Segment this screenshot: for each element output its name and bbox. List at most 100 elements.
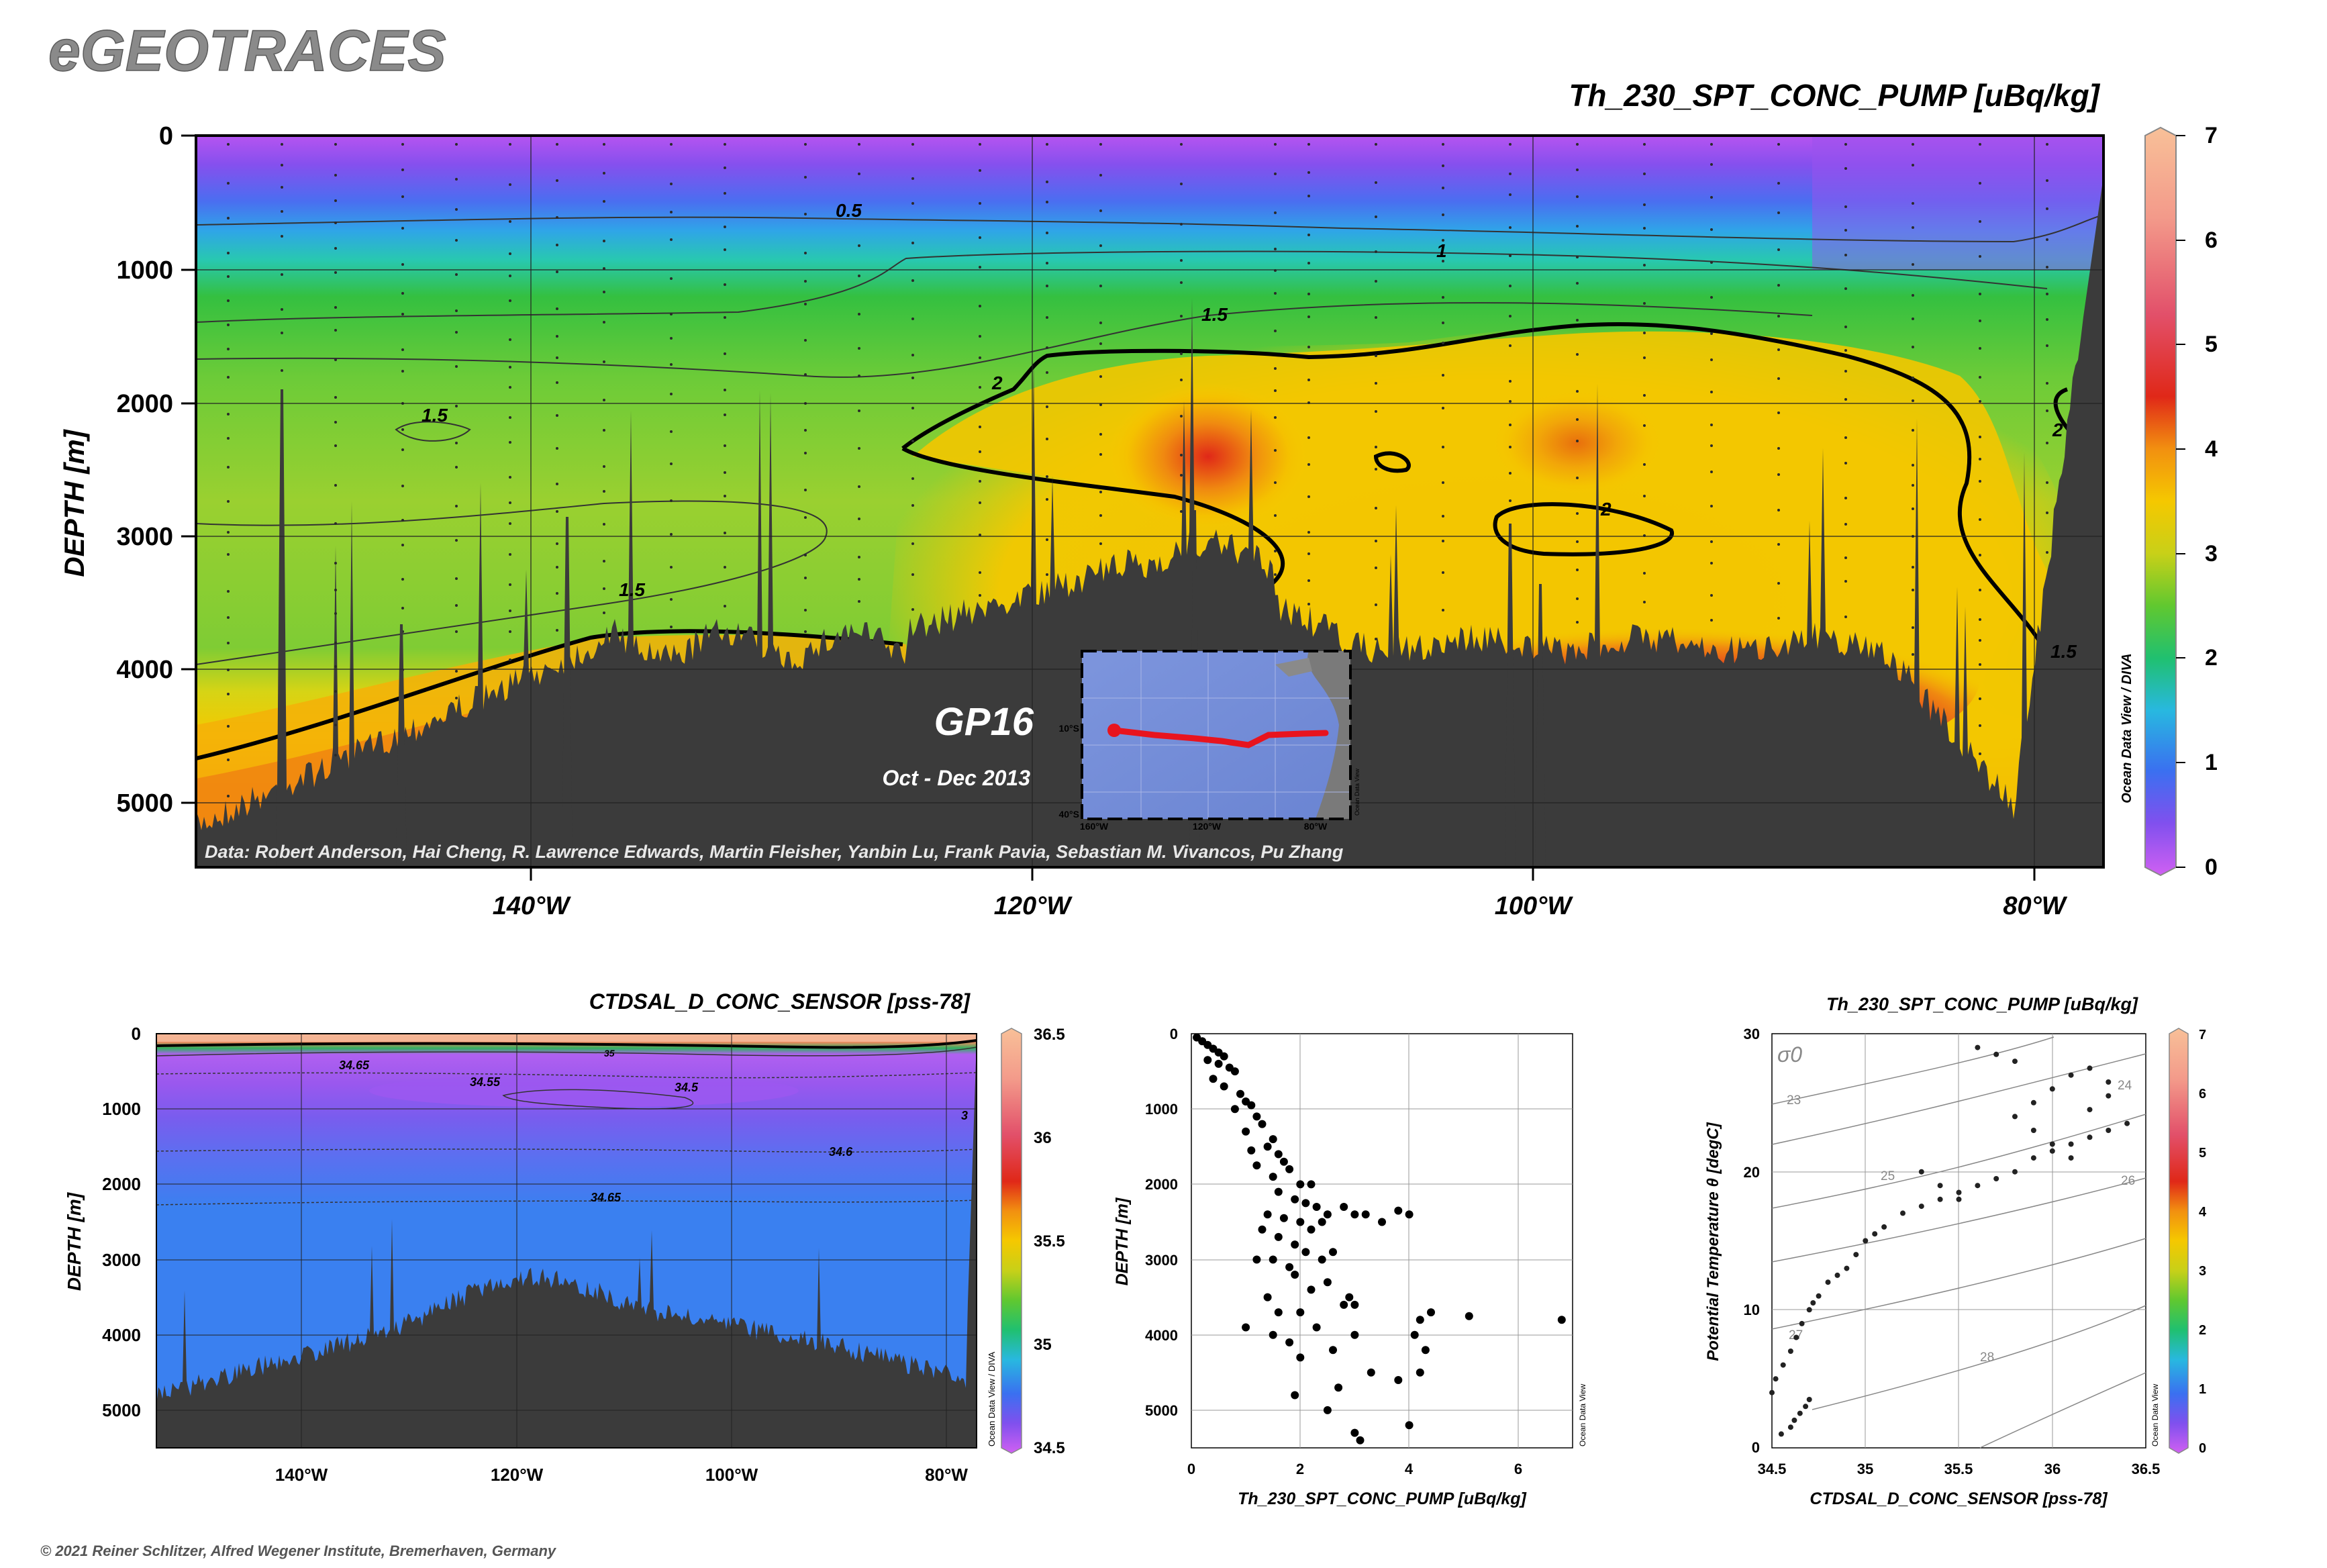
sample-dot bbox=[670, 183, 673, 185]
sample-dot bbox=[670, 499, 673, 502]
sample-dot bbox=[979, 143, 981, 146]
sample-dot bbox=[603, 360, 605, 363]
main-plot-frame bbox=[195, 134, 2105, 869]
sample-dot bbox=[670, 393, 673, 395]
sample-dot bbox=[603, 321, 605, 324]
sample-dot bbox=[227, 275, 230, 278]
sample-dot bbox=[1274, 211, 1277, 214]
depth-data-point bbox=[1301, 1199, 1310, 1208]
sample-dot bbox=[1643, 332, 1646, 334]
ts-ytick: 20 bbox=[1744, 1164, 1760, 1181]
sample-dot bbox=[1643, 463, 1646, 466]
ts-data-point bbox=[1825, 1279, 1831, 1285]
depth-data-point bbox=[1301, 1248, 1310, 1257]
sample-dot bbox=[2046, 442, 2048, 444]
sample-dot bbox=[1710, 296, 1713, 299]
sample-dot bbox=[1307, 603, 1310, 605]
sample-dot bbox=[1979, 518, 1981, 521]
sample-dot bbox=[1375, 540, 1377, 542]
sample-dot bbox=[1307, 143, 1310, 146]
sample-dot bbox=[1643, 572, 1646, 575]
sample-dot bbox=[1442, 609, 1444, 611]
sample-dot bbox=[1576, 540, 1579, 543]
sal-xtick: 100°W bbox=[705, 1465, 758, 1485]
sample-dot bbox=[858, 275, 860, 277]
ts-plot: σ0 23 24 25 26 27 28 bbox=[1769, 1033, 2146, 1449]
sample-dot bbox=[1375, 250, 1377, 253]
sample-dot bbox=[979, 450, 981, 453]
sample-dot bbox=[1844, 523, 1847, 526]
sample-dot bbox=[1442, 446, 1444, 448]
sample-dot bbox=[1844, 349, 1847, 352]
ts-data-point bbox=[2030, 1128, 2036, 1133]
sample-dot bbox=[2046, 207, 2048, 210]
sample-dot bbox=[556, 244, 558, 246]
sal-ytick: 4000 bbox=[102, 1325, 141, 1345]
sample-dot bbox=[401, 227, 404, 230]
ts-data-point bbox=[1787, 1349, 1793, 1354]
depth-data-point bbox=[1312, 1203, 1321, 1211]
sample-dot bbox=[227, 466, 230, 469]
sample-dot bbox=[401, 292, 404, 295]
sample-dot bbox=[2046, 293, 2048, 295]
sample-dot bbox=[1912, 653, 1914, 656]
sample-dot bbox=[1912, 164, 1914, 166]
sample-dot bbox=[334, 247, 337, 250]
sample-dot bbox=[1099, 375, 1102, 378]
seamount-spike bbox=[562, 517, 573, 867]
sample-dot bbox=[1710, 471, 1713, 473]
sample-dot bbox=[2046, 551, 2048, 554]
sample-dot bbox=[1099, 209, 1102, 212]
sample-dot bbox=[1912, 202, 1914, 205]
colorbar-tick: 2 bbox=[2205, 645, 2218, 671]
sample-dot bbox=[509, 299, 511, 302]
sample-dot bbox=[556, 356, 558, 359]
ts-data-point bbox=[2087, 1107, 2093, 1113]
sample-dot bbox=[509, 441, 511, 444]
depth-data-point bbox=[1318, 1255, 1326, 1264]
depth-data-point bbox=[1291, 1240, 1299, 1249]
sample-dot bbox=[455, 143, 458, 146]
sample-dot bbox=[804, 373, 807, 376]
sample-dot bbox=[556, 629, 558, 632]
sample-dot bbox=[724, 192, 726, 195]
sample-dot bbox=[1844, 167, 1847, 170]
sample-dot bbox=[1274, 416, 1277, 419]
depth-xtick: 2 bbox=[1296, 1461, 1304, 1477]
sample-dot bbox=[979, 356, 981, 359]
ts-data-point bbox=[1769, 1389, 1775, 1395]
isopycnal-label: 28 bbox=[1980, 1351, 1994, 1365]
depth-data-point bbox=[1269, 1173, 1277, 1181]
depth-data-point bbox=[1345, 1293, 1354, 1302]
depth-data-point bbox=[1258, 1225, 1267, 1234]
sample-dot bbox=[227, 376, 230, 379]
depth-data-point bbox=[1274, 1187, 1283, 1196]
sample-dot bbox=[603, 465, 605, 468]
depth-data-point bbox=[1416, 1316, 1424, 1324]
sample-dot bbox=[1710, 444, 1713, 447]
sample-dot bbox=[1643, 424, 1646, 427]
sample-dot bbox=[1375, 143, 1377, 146]
sample-dot bbox=[1180, 183, 1183, 185]
sample-dot bbox=[1509, 344, 1512, 347]
ts-xlabel: CTDSAL_D_CONC_SENSOR [pss-78] bbox=[1810, 1489, 2108, 1508]
depth-data-point bbox=[1274, 1232, 1283, 1241]
sample-dot bbox=[1307, 293, 1310, 295]
ts-data-point bbox=[1975, 1183, 1981, 1189]
sample-dot bbox=[1375, 280, 1377, 283]
sample-dot bbox=[1710, 358, 1713, 361]
sample-dot bbox=[1979, 182, 1981, 185]
inset-lat-tick: 10°S bbox=[1058, 723, 1079, 734]
sample-dot bbox=[858, 409, 860, 412]
depth-data-point bbox=[1252, 1255, 1261, 1264]
sample-dot bbox=[1442, 342, 1444, 344]
sample-dot bbox=[1307, 315, 1310, 318]
sample-dot bbox=[1576, 353, 1579, 356]
depth-data-point bbox=[1307, 1180, 1316, 1189]
sample-dot bbox=[556, 179, 558, 182]
sample-dot bbox=[911, 440, 914, 442]
sample-dot bbox=[1710, 228, 1713, 231]
sample-dot bbox=[603, 490, 605, 493]
sample-dot bbox=[1180, 379, 1183, 381]
sample-dot bbox=[401, 578, 404, 581]
